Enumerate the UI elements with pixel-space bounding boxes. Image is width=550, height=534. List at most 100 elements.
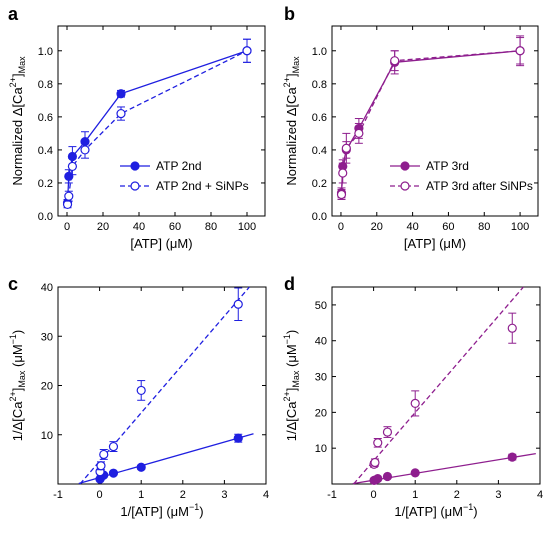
y-tick-label: 30 bbox=[315, 372, 327, 384]
y-tick-label: 0.2 bbox=[38, 178, 53, 190]
y-tick-label: 0.6 bbox=[38, 112, 53, 124]
data-point bbox=[336, 189, 347, 200]
data-point bbox=[382, 471, 393, 482]
y-tick-label: 0.4 bbox=[312, 145, 327, 157]
data-point bbox=[373, 474, 383, 484]
x-tick-label: 80 bbox=[205, 221, 217, 233]
series-line bbox=[66, 50, 248, 205]
x-tick-label: 40 bbox=[406, 221, 418, 233]
panel-label-a: a bbox=[8, 4, 19, 24]
y-tick-label: 1.0 bbox=[312, 46, 327, 58]
legend-marker bbox=[130, 181, 140, 191]
x-tick-label: 60 bbox=[442, 221, 454, 233]
y-tick-label: 40 bbox=[315, 336, 327, 348]
y-tick-label: 20 bbox=[41, 381, 53, 393]
panel-label-b: b bbox=[284, 4, 295, 24]
x-axis-label: 1/[ATP] (μM−1) bbox=[394, 502, 477, 519]
data-point bbox=[116, 89, 126, 99]
x-tick-label: 1 bbox=[138, 489, 144, 501]
y-tick-label: 1.0 bbox=[38, 46, 53, 58]
y-tick-label: 0.8 bbox=[312, 79, 327, 91]
y-tick-label: 0.0 bbox=[38, 211, 53, 223]
data-point bbox=[108, 441, 119, 452]
y-tick-label: 20 bbox=[315, 407, 327, 419]
legend-label: ATP 2nd bbox=[156, 159, 202, 173]
data-point bbox=[80, 145, 90, 155]
legend-marker bbox=[400, 161, 410, 171]
x-tick-label: 4 bbox=[537, 489, 543, 501]
y-tick-label: 0.0 bbox=[312, 211, 327, 223]
fit-line bbox=[353, 286, 524, 485]
data-point bbox=[515, 46, 525, 56]
data-point bbox=[64, 191, 74, 201]
legend-label: ATP 3rd after SiNPs bbox=[426, 179, 533, 193]
data-point bbox=[136, 462, 146, 472]
x-tick-label: 2 bbox=[454, 489, 460, 501]
x-tick-label: 1 bbox=[412, 489, 418, 501]
panel-label-d: d bbox=[284, 274, 295, 294]
data-point bbox=[338, 168, 348, 178]
data-point bbox=[233, 299, 243, 309]
x-tick-label: 100 bbox=[238, 221, 256, 233]
x-axis-label: 1/[ATP] (μM−1) bbox=[120, 502, 203, 519]
data-point bbox=[116, 108, 126, 119]
fit-line bbox=[79, 286, 250, 485]
x-tick-label: 100 bbox=[511, 221, 529, 233]
data-point bbox=[410, 398, 420, 409]
y-tick-label: 0.4 bbox=[38, 145, 53, 157]
y-axis-label: Normalized Δ[Ca2+]Max bbox=[282, 56, 301, 186]
y-tick-label: 40 bbox=[41, 282, 53, 294]
data-point bbox=[410, 468, 420, 478]
data-point bbox=[62, 199, 73, 210]
y-axis-label: Normalized Δ[Ca2+]Max bbox=[8, 56, 27, 186]
plot-frame bbox=[57, 286, 267, 485]
legend-label: ATP 3rd bbox=[426, 159, 469, 173]
data-point bbox=[242, 46, 252, 56]
y-axis-label: 1/Δ[Ca2+]Max (μM−1) bbox=[8, 330, 27, 442]
data-point bbox=[108, 468, 119, 478]
y-tick-label: 10 bbox=[41, 430, 53, 442]
y-tick-label: 50 bbox=[315, 300, 327, 312]
plot-frame bbox=[331, 286, 541, 485]
y-tick-label: 30 bbox=[41, 331, 53, 343]
data-point bbox=[233, 433, 243, 443]
legend-marker bbox=[400, 181, 410, 191]
x-tick-label: 40 bbox=[133, 221, 145, 233]
y-tick-label: 0.6 bbox=[312, 112, 327, 124]
chart-panel-b: 0 20 40 60 80 100 0.0 0.2 0.4 0.6 0.8 1.0 [ATP] (μM)… bbox=[282, 25, 539, 251]
plot-frame bbox=[57, 25, 266, 217]
x-tick-label: 20 bbox=[97, 221, 109, 233]
data-point bbox=[373, 438, 383, 448]
data-point bbox=[382, 427, 393, 437]
x-tick-label: 80 bbox=[478, 221, 490, 233]
data-point bbox=[99, 449, 109, 460]
x-tick-label: 3 bbox=[495, 489, 501, 501]
data-point bbox=[507, 452, 517, 462]
y-tick-label: 0.8 bbox=[38, 79, 53, 91]
chart-panel-c: -1 0 1 2 3 4 10 20 30 40 1/[ATP] (μM−1) 1/Δ[Ca2+]Ma… bbox=[8, 282, 269, 519]
data-point bbox=[136, 385, 146, 396]
data-point bbox=[390, 56, 400, 66]
y-tick-label: 0.2 bbox=[312, 178, 327, 190]
x-axis-label: [ATP] (μM) bbox=[130, 236, 192, 251]
x-tick-label: 4 bbox=[263, 489, 269, 501]
data-point bbox=[370, 457, 380, 468]
x-tick-label: 60 bbox=[169, 221, 181, 233]
x-tick-label: 0 bbox=[64, 221, 70, 233]
chart-panel-a: 0 20 40 60 80 100 0.0 0.2 0.4 0.6 0.8 1.0 [ATP] (μM)… bbox=[8, 25, 266, 251]
x-tick-label: -1 bbox=[53, 489, 63, 501]
fit-line bbox=[352, 452, 536, 485]
data-point bbox=[341, 143, 351, 153]
y-tick-label: 10 bbox=[315, 443, 327, 455]
data-point bbox=[67, 161, 78, 172]
x-tick-label: -1 bbox=[327, 489, 337, 501]
x-tick-label: 0 bbox=[338, 221, 344, 233]
x-tick-label: 20 bbox=[371, 221, 383, 233]
data-point bbox=[354, 128, 364, 138]
legend-marker bbox=[130, 161, 140, 171]
y-axis-label: 1/Δ[Ca2+]Max (μM−1) bbox=[282, 330, 301, 442]
plot-frame bbox=[331, 25, 539, 217]
x-tick-label: 2 bbox=[180, 489, 186, 501]
panel-label-c: c bbox=[8, 274, 18, 294]
